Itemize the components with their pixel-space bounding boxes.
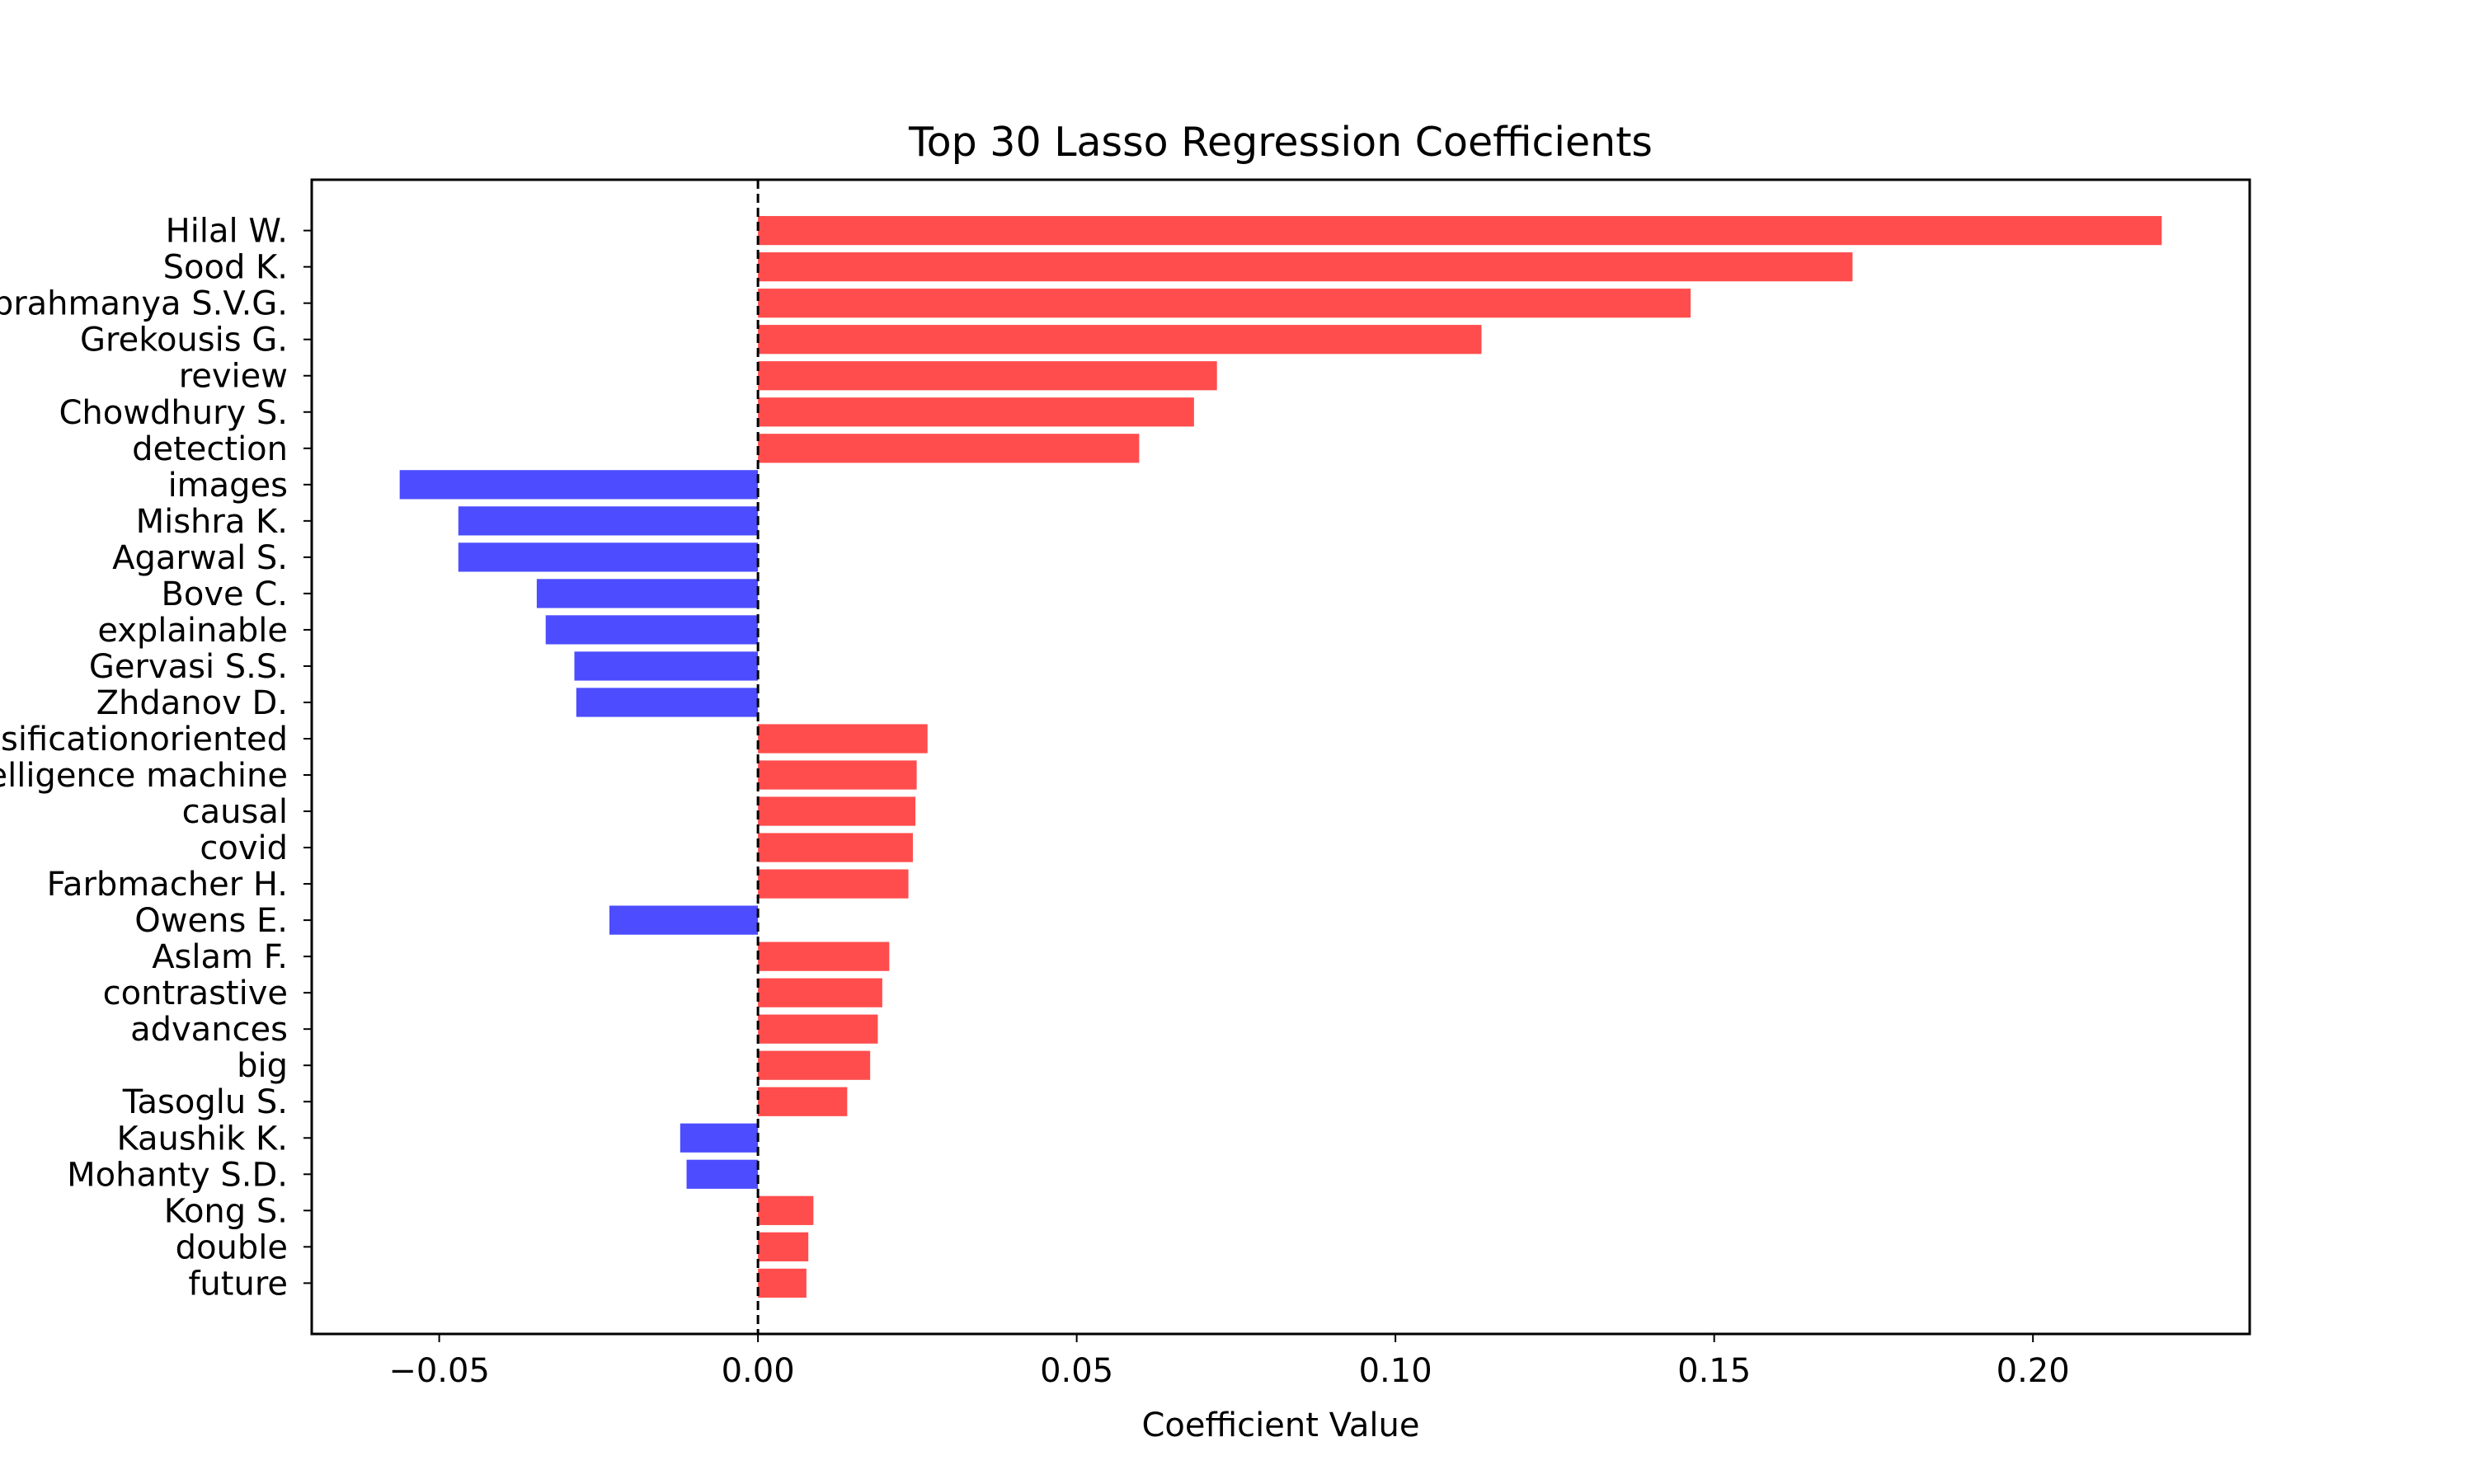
y-tick-label: Zhdanov D.	[96, 684, 288, 722]
y-tick-label: Subrahmanya S.V.G.	[0, 285, 288, 323]
x-axis-label: Coefficient Value	[1142, 1407, 1420, 1444]
y-tick-label: Mishra K.	[136, 503, 288, 541]
bar	[458, 542, 759, 572]
y-tick-label: double	[176, 1228, 288, 1266]
bar	[574, 651, 759, 681]
bar	[758, 1014, 878, 1044]
y-tick-label: images	[168, 467, 288, 505]
x-tick-label: −0.05	[388, 1352, 490, 1390]
y-tick-label: contrastive	[103, 974, 288, 1012]
y-tick-label: future	[188, 1265, 288, 1303]
x-tick-label: 0.10	[1359, 1352, 1432, 1390]
bar	[758, 1050, 871, 1080]
y-tick-label: Gervasi S.S.	[89, 648, 288, 686]
bar	[758, 833, 913, 862]
y-tick-label: intelligence machine	[0, 757, 288, 795]
y-tick-label: Sood K.	[163, 249, 288, 287]
bar	[758, 434, 1140, 463]
bar	[399, 470, 759, 500]
y-tick-label: Owens E.	[134, 902, 288, 940]
bar	[758, 1232, 809, 1261]
y-tick-label: Hilal W.	[166, 213, 288, 251]
y-tick-label: Farbmacher H.	[47, 866, 288, 904]
y-tick-label: Agarwal S.	[112, 539, 288, 577]
bar	[458, 506, 759, 536]
y-tick-label: Bove C.	[161, 575, 288, 613]
bar	[758, 397, 1194, 427]
plot-frame	[310, 178, 2251, 1336]
x-tick-label: 0.05	[1040, 1352, 1113, 1390]
bar	[609, 905, 759, 935]
y-tick-label: explainable	[97, 612, 288, 650]
y-tick-label: advances	[130, 1011, 288, 1049]
y-tick-label: causal	[182, 793, 288, 831]
bar	[758, 760, 917, 790]
bar	[758, 796, 916, 826]
bar	[545, 615, 759, 645]
y-tick-label: Kaushik K.	[116, 1120, 288, 1158]
bar	[536, 579, 759, 608]
y-tick-label: Kong S.	[164, 1192, 288, 1230]
x-axis-ticks: −0.05 0.00 0.05 0.10 0.15 0.20	[388, 1334, 2070, 1390]
bar	[758, 1087, 848, 1116]
bar	[758, 1195, 814, 1225]
bar	[576, 688, 759, 717]
x-tick-label: 0.20	[1997, 1352, 2070, 1390]
bar	[758, 361, 1217, 391]
bar	[758, 942, 890, 971]
bar	[686, 1159, 759, 1189]
y-tick-label: Mohanty S.D.	[67, 1156, 288, 1194]
y-tick-label: detection	[132, 430, 288, 468]
y-tick-label: covid	[200, 829, 288, 867]
bar	[758, 325, 1482, 355]
bar	[758, 216, 2162, 246]
bar	[758, 252, 1853, 282]
x-tick-label: 0.00	[722, 1352, 795, 1390]
y-tick-label: review	[179, 358, 288, 396]
y-tick-label: Aslam F.	[152, 938, 288, 976]
bar	[758, 724, 928, 754]
y-tick-label: Tasoglu S.	[122, 1083, 288, 1121]
y-tick-label: classificationoriented	[0, 721, 288, 758]
bar	[680, 1123, 759, 1153]
chart-title: Top 30 Lasso Regression Coefficients	[908, 119, 1653, 166]
y-axis-ticks: Hilal W.Sood K.Subrahmanya S.V.G.Grekous…	[0, 213, 312, 1303]
y-tick-label: big	[237, 1047, 288, 1085]
y-tick-label: Grekousis G.	[80, 322, 288, 359]
bar	[758, 289, 1691, 318]
bar	[758, 869, 909, 899]
bars-layer	[399, 216, 2162, 1298]
x-tick-label: 0.15	[1677, 1352, 1751, 1390]
y-tick-label: Chowdhury S.	[59, 394, 289, 432]
bar	[758, 1268, 807, 1298]
bar	[758, 978, 882, 1007]
